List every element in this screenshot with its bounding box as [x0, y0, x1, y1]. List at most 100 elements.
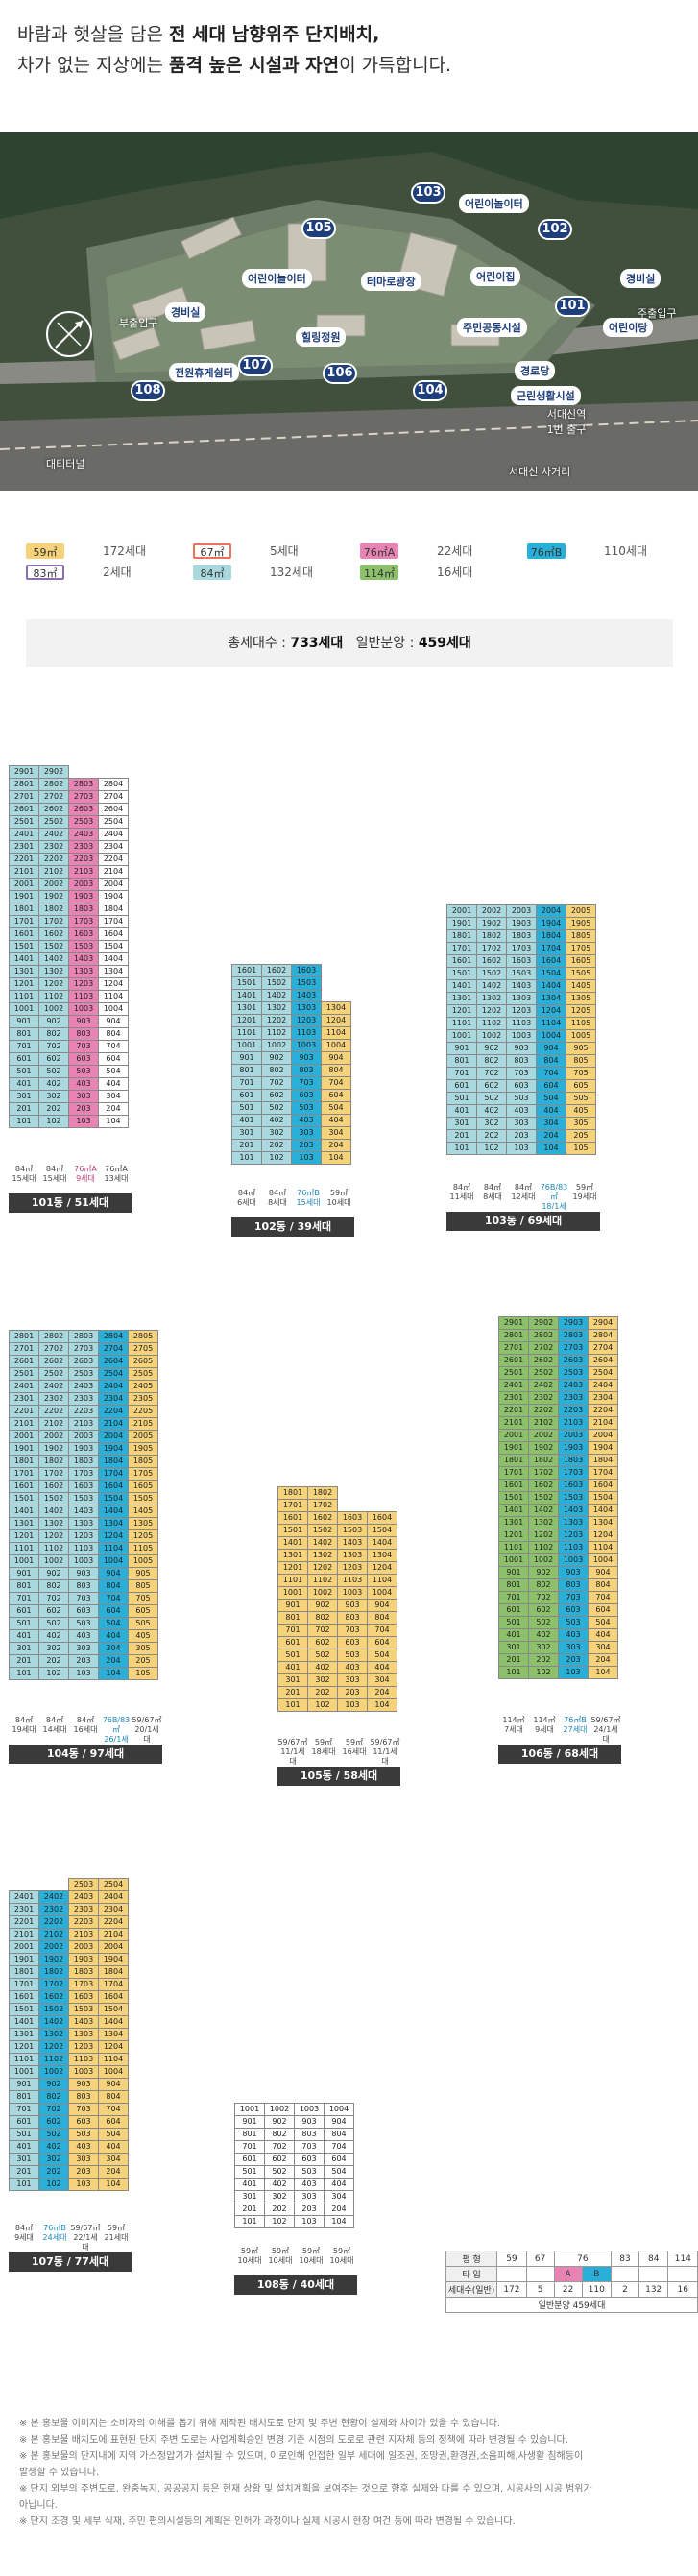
unit-type-caption: 84㎡ 14세대 [42, 1716, 67, 1734]
unit-cell: 502 [476, 1092, 507, 1105]
unit-cell: 1402 [38, 1505, 69, 1518]
unit-cell: 2604 [98, 1355, 129, 1368]
unit-cell: 305 [128, 1642, 158, 1655]
unit-cell: 2303 [558, 1391, 589, 1405]
unit-cell: 504 [98, 1065, 129, 1078]
unit-cell: 1804 [98, 903, 129, 916]
unit-cell: 1301 [9, 1517, 39, 1530]
unit-cell: 703 [68, 1592, 99, 1605]
unit-cell: 2601 [9, 1355, 39, 1368]
unit-cell: 2005 [128, 1430, 158, 1443]
building-marker-101: 101 [555, 296, 590, 317]
unit-cell: 301 [9, 1642, 39, 1655]
unit-cell: 103 [291, 1151, 322, 1165]
floor-grid-106: 2901 2902 2903 2904 2801 2802 2803 2804 2701 2702… [498, 1316, 618, 1679]
unit-cell: 1804 [536, 929, 566, 943]
unit-cell: 404 [98, 1629, 129, 1643]
unit-cell: 2103 [68, 1928, 99, 1941]
unit-cell [322, 990, 351, 1002]
unit-cell: 2702 [38, 1342, 69, 1356]
unit-cell: 804 [98, 2090, 129, 2104]
unit-cell: 201 [234, 2203, 265, 2216]
building-marker-104: 104 [413, 380, 447, 401]
building-marker-102: 102 [538, 219, 572, 240]
unit-cell: 502 [261, 1101, 292, 1115]
unit-cell: 702 [38, 2103, 69, 2116]
unit-cell: 703 [68, 2103, 99, 2116]
unit-cell: 203 [291, 1139, 322, 1152]
unit-cell: 802 [38, 1027, 69, 1041]
unit-cell: 1104 [98, 2053, 129, 2066]
unit-cell: 1804 [588, 1454, 618, 1467]
unit-cell: 2401 [9, 1890, 39, 1904]
unit-cell: 1004 [588, 1553, 618, 1567]
unit-cell: 904 [98, 2078, 129, 2091]
unit-type-caption: 84㎡ 8세대 [268, 1189, 287, 1207]
unit-cell: 603 [68, 1052, 99, 1066]
summary-head-size: 평 형 [445, 2251, 498, 2267]
unit-cell: 2002 [528, 1429, 559, 1442]
unit-cell: 1703 [68, 1467, 99, 1481]
unit-type-caption: 114㎡ 9세대 [533, 1716, 556, 1734]
unit-cell: 1304 [98, 965, 129, 978]
unit-cell: 2004 [98, 1940, 129, 1954]
facility-playground-1: 어린이놀이터 [459, 194, 529, 213]
unit-cell: 1504 [536, 967, 566, 980]
unit-cell: 1105 [128, 1542, 158, 1555]
legend-count: 5세대 [270, 544, 299, 558]
unit-cell: 1202 [476, 1004, 507, 1018]
unit-cell: 2001 [9, 878, 39, 891]
unit-cell: 1301 [446, 992, 477, 1005]
unit-cell: 1602 [38, 1480, 69, 1493]
unit-cell: 101 [277, 1698, 308, 1712]
unit-cell: 1602 [38, 1990, 69, 2004]
unit-cell: 2002 [38, 1940, 69, 1954]
unit-cell: 504 [98, 1617, 129, 1630]
unit-cell: 2504 [98, 1878, 129, 1891]
unit-cell: 901 [9, 2078, 39, 2091]
unit-cell: 1304 [98, 1517, 129, 1530]
unit-cell: 602 [261, 1089, 292, 1102]
map-label-tunnel: 대티터널 [46, 458, 85, 470]
unit-cell: 1004 [321, 1039, 351, 1052]
unit-cell: 1201 [231, 1014, 262, 1027]
unit-cell: 1905 [566, 917, 596, 930]
unit-cell: 1205 [128, 1529, 158, 1543]
note-line: ※ 본 홍보물 이미지는 소비자의 이해를 돕기 위해 제작된 배치도로 단지 … [19, 2419, 501, 2429]
unit-cell: 1802 [528, 1454, 559, 1467]
unit-cell: 2001 [446, 904, 477, 918]
unit-cell: 2002 [38, 1430, 69, 1443]
unit-cell: 505 [128, 1617, 158, 1630]
unit-cell: 301 [277, 1673, 308, 1687]
unit-cell: 2403 [558, 1379, 589, 1392]
unit-cell: 1901 [498, 1441, 529, 1455]
unit-cell: 1501 [231, 976, 262, 990]
unit-cell: 804 [588, 1578, 618, 1592]
unit-cell: 403 [558, 1628, 589, 1642]
dong-tag-105: 105동 / 58세대 [277, 1767, 400, 1786]
unit-cell: 1202 [38, 1529, 69, 1543]
unit-type-caption: 84㎡ 15세대 [12, 1165, 36, 1183]
unit-cell: 101 [9, 1667, 39, 1680]
unit-cell: 1303 [558, 1516, 589, 1529]
unit-cell: 1802 [38, 1965, 69, 1979]
unit-cell: 1802 [307, 1486, 338, 1500]
unit-cell: 2105 [128, 1417, 158, 1431]
unit-cell: 704 [367, 1624, 397, 1637]
legend-count: 132세대 [270, 566, 313, 579]
unit-cell: 404 [588, 1628, 618, 1642]
unit-cell: 304 [98, 2153, 129, 2166]
unit-cell: 1103 [68, 2053, 99, 2066]
unit-cell: 1404 [98, 2015, 129, 2029]
unit-cell: 1204 [588, 1529, 618, 1542]
unit-cell: 1102 [261, 1026, 292, 1040]
unit-cell: 104 [321, 1151, 351, 1165]
unit-cell: 801 [9, 1579, 39, 1593]
unit-cell: 1402 [528, 1504, 559, 1517]
unit-type-caption: 59㎡ 10세대 [329, 2247, 354, 2265]
unit-cell: 2102 [528, 1416, 559, 1430]
note-line: ※ 본 홍보물 배치도에 표현된 단지 주변 도로는 사업계획승인 변경 기준 … [19, 2435, 568, 2445]
unit-cell: 802 [476, 1054, 507, 1068]
unit-type-caption: 59/67㎡ 11/1세대 [370, 1738, 400, 1766]
unit-cell: 902 [38, 1567, 69, 1580]
